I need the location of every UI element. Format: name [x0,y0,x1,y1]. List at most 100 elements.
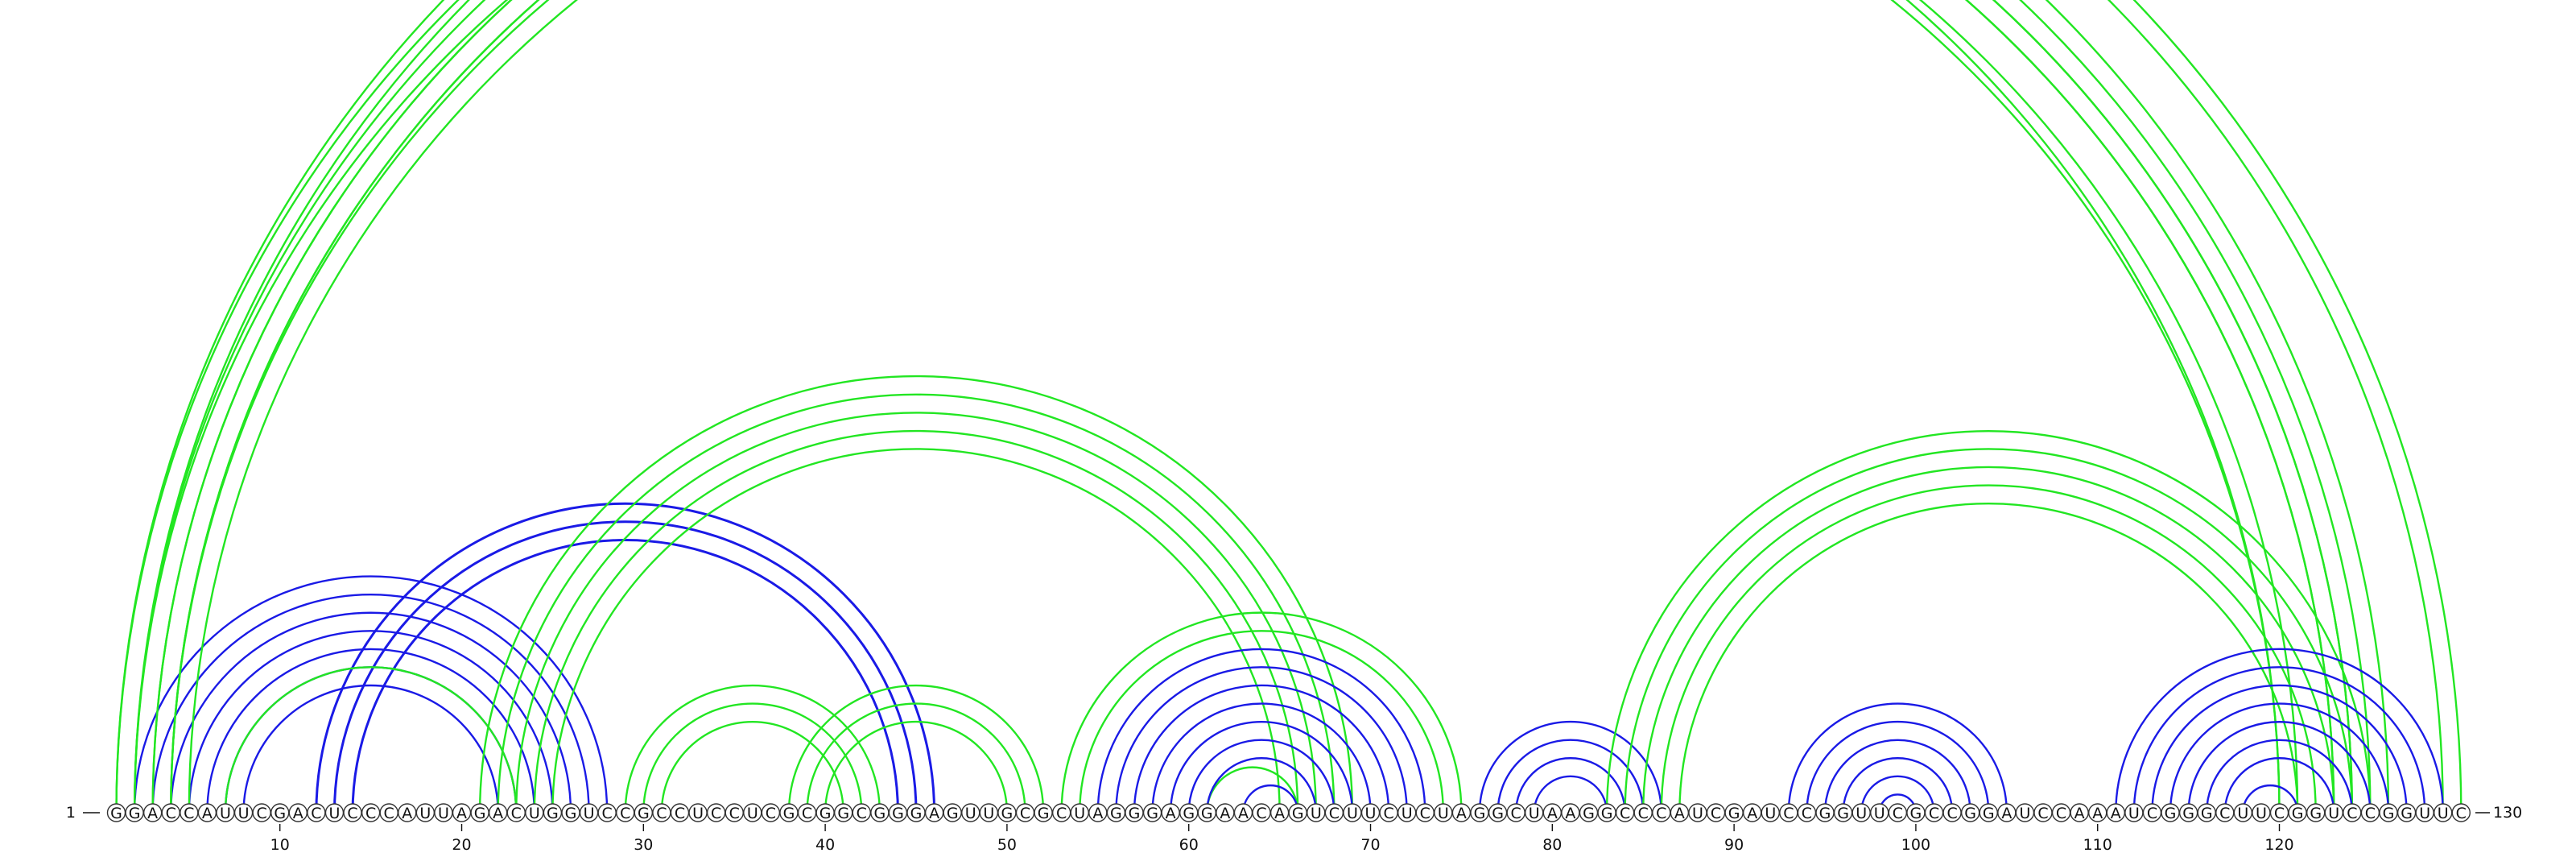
nucleotide-letter: G [1819,805,1831,822]
nucleotide-letter: G [1038,805,1050,822]
nucleotide-letter: A [147,805,158,822]
base-pair-arc [315,502,936,814]
base-pair-arc [151,0,2354,814]
sequence-end-label: 130 [2493,804,2522,822]
nucleotide-letter: U [220,805,231,822]
nucleotide-letter: G [1964,805,1976,822]
nucleotide-letter: G [1837,805,1849,822]
nucleotide-letter: C [256,805,266,822]
nucleotide-letter: A [493,805,503,822]
base-pair-arc [1642,466,2335,814]
base-pair-arc [1842,757,1954,814]
nucleotide-letter: C [656,805,667,822]
nucleotide-letter: A [293,805,303,822]
nucleotide-letter: C [1893,805,1903,822]
nucleotide-letter: C [1511,805,1521,822]
base-pair-arc [2169,702,2390,814]
base-pair-arc [224,666,518,814]
base-pair-arc [787,684,1045,814]
nucleotide-letter: C [365,805,376,822]
nucleotide-letter: G [2401,805,2413,822]
nucleotide-letter: C [2274,805,2285,822]
nucleotide-letter: A [1166,805,1176,822]
base-pair-arc [170,0,2299,814]
base-pair-arc [1206,766,1299,814]
base-pair-arc [2206,739,2354,814]
nucleotide-letter: A [456,805,467,822]
nucleotide-letter: C [857,805,867,822]
nucleotide-letter: G [1201,805,1213,822]
base-pair-arc [1806,720,1990,814]
base-pair-arc [1169,720,1354,814]
nucleotide-letter: G [892,805,904,822]
base-pair-arc [1060,611,1463,814]
base-pair-arc [1787,702,2008,814]
base-pair-arc [533,429,1299,814]
nucleotide-letter: U [1347,805,1358,822]
tick-label: 70 [1360,836,1380,854]
base-pair-arc [115,0,2462,814]
nucleotide-letter: A [1674,805,1685,822]
tick-label: 50 [997,836,1017,854]
nucleotide-letter: G [1001,805,1013,822]
nucleotide-letter: A [1092,805,1103,822]
nucleotide-letter: G [2310,805,2322,822]
base-pair-arc [133,575,609,814]
nucleotide-letter: G [1129,805,1141,822]
base-pair-arc [1660,484,2317,814]
base-pair-arc [1133,684,1390,814]
nucleotide-letter: G [1728,805,1740,822]
sequence-start-label: 1 [66,804,76,822]
nucleotide-letter: C [347,805,357,822]
nucleotide-letter: A [1747,805,1757,822]
nucleotide-letter: U [747,805,758,822]
nucleotide-letter: U [2128,805,2140,822]
base-pair-arc [206,648,536,814]
tick-label: 60 [1179,836,1199,854]
base-pair-arc [1514,757,1626,814]
nucleotide-letter: G [910,805,923,822]
nucleotide-letter: A [1565,805,1575,822]
nucleotide-letter: G [274,805,286,822]
base-pair-arc [115,0,2390,814]
base-pair-arc [2151,684,2408,814]
base-pair-arc [2115,648,2444,814]
nucleotide-letter: G [1983,805,1995,822]
base-pair-arc [151,593,590,814]
base-pair-arc [2187,720,2372,814]
nucleotide-letter: G [110,805,122,822]
base-pair-arc [1151,702,1372,814]
nucleotide-letter: C [1056,805,1067,822]
nucleotide-letter: G [837,805,849,822]
tick-label: 80 [1542,836,1562,854]
base-pair-arc [188,630,554,814]
nucleotide-letter: A [1547,805,1558,822]
nucleotide-letter: U [1856,805,1867,822]
nucleotide-letter: C [1783,805,1794,822]
nucleotide-letter: G [129,805,141,822]
nucleotide-letter: U [692,805,704,822]
nucleotide-letter: U [438,805,449,822]
nucleotide-letter: U [2328,805,2339,822]
nucleotide-letter: U [584,805,595,822]
nucleotide-letter: U [1365,805,1377,822]
nucleotide-letter: C [675,805,685,822]
base-pair-arc [1206,757,1317,814]
base-pair-arc [1079,630,1445,814]
nucleotide-circle [2451,803,2471,822]
nucleotide-letter: U [2237,805,2248,822]
nucleotide-letter: C [1946,805,1957,822]
nucleotide-letter: A [2001,805,2012,822]
nucleotide-letter: C [1711,805,1721,822]
nucleotide-letter: G [873,805,886,822]
nucleotide-letter: C [1656,805,1666,822]
tick-label: 40 [815,836,835,854]
tick-label: 20 [452,836,471,854]
nucleotide-letter: G [1492,805,1504,822]
base-pair-arc [170,0,2335,814]
base-pair-arc [224,666,518,814]
nucleotide-letter: U [1529,805,1540,822]
base-pair-arc [1860,775,1935,814]
nucleotide-letter: G [1583,805,1595,822]
